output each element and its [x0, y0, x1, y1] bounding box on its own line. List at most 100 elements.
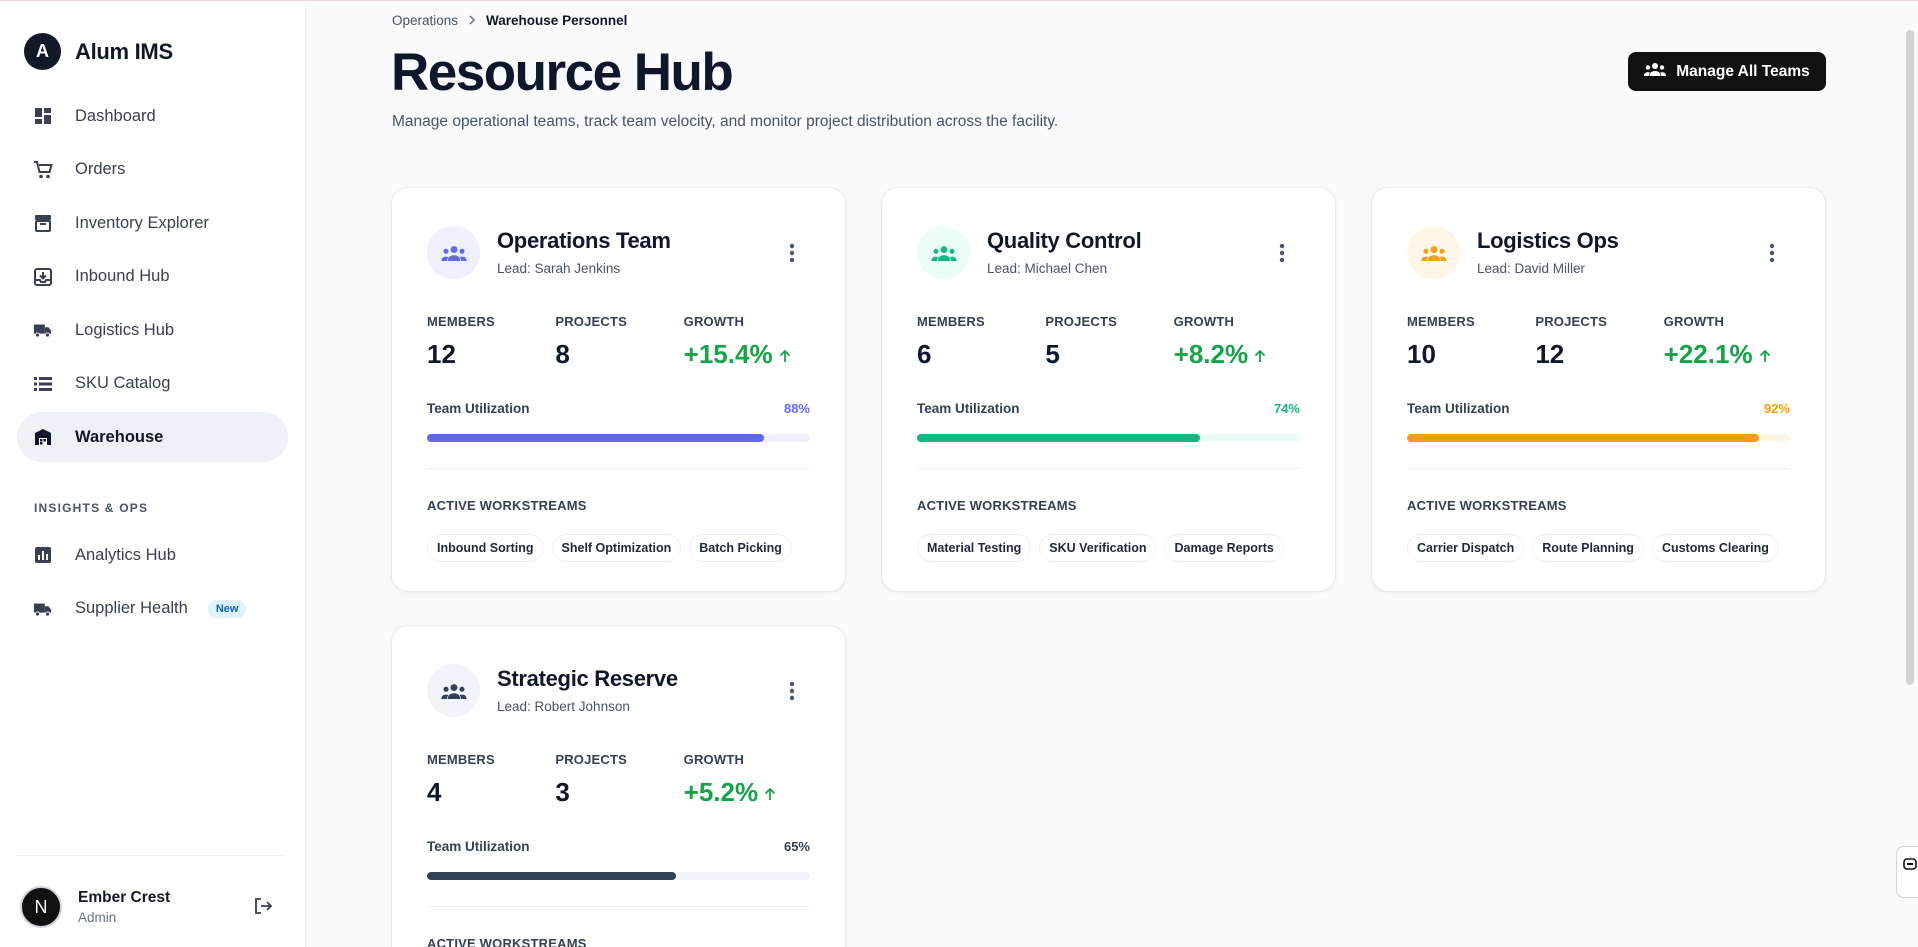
- manage-all-teams-button[interactable]: Manage All Teams: [1628, 52, 1826, 91]
- page-title: Resource Hub: [391, 43, 734, 102]
- utilization-label: Team Utilization: [917, 401, 1020, 416]
- team-icon: [1407, 226, 1460, 279]
- arrow-up-icon: [1254, 339, 1266, 370]
- arrow-up-icon: [764, 777, 776, 808]
- more-options-icon[interactable]: [1279, 242, 1285, 264]
- utilization-bar-fill: [917, 434, 1201, 442]
- team-name: Strategic Reserve: [497, 665, 678, 691]
- workstream-list: Inbound Sorting Shelf Optimization Batch P…: [427, 534, 792, 562]
- groups-icon: [1644, 62, 1667, 81]
- utilization-bar-fill: [1407, 434, 1760, 442]
- breadcrumb: Operations Warehouse Personnel: [392, 13, 627, 28]
- sidebar-item-dashboard[interactable]: Dashboard: [17, 91, 288, 141]
- team-lead: Lead: Robert Johnson: [497, 698, 630, 714]
- utilization-bar: [427, 434, 810, 442]
- team-card[interactable]: Operations Team Lead: Sarah Jenkins MEMB…: [392, 188, 845, 591]
- scrollbar[interactable]: [1906, 30, 1914, 685]
- button-label: Manage All Teams: [1676, 62, 1810, 80]
- workstream-chip[interactable]: Shelf Optimization: [551, 534, 682, 562]
- more-options-icon[interactable]: [1769, 242, 1775, 264]
- sidebar-item-analytics-hub[interactable]: Analytics Hub: [17, 530, 288, 580]
- growth-value: +22.1%: [1663, 339, 1753, 369]
- projects-count: 12: [1535, 339, 1565, 369]
- workstream-chip[interactable]: Route Planning: [1532, 534, 1644, 562]
- more-options-icon[interactable]: [789, 242, 795, 264]
- workstream-chip[interactable]: Material Testing: [917, 534, 1032, 562]
- sidebar-item-inbound-hub[interactable]: Inbound Hub: [17, 252, 288, 302]
- workstream-chip[interactable]: Batch Picking: [689, 534, 792, 562]
- card-divider: [917, 468, 1300, 469]
- team-card[interactable]: Strategic Reserve Lead: Robert Johnson M…: [392, 626, 845, 947]
- sidebar-item-orders[interactable]: Orders: [17, 145, 288, 195]
- sidebar-item-label: Analytics Hub: [75, 545, 176, 564]
- team-name: Operations Team: [497, 227, 671, 253]
- workstream-chip[interactable]: Carrier Dispatch: [1407, 534, 1525, 562]
- cart-icon: [33, 160, 53, 180]
- inbox-icon: [33, 267, 53, 287]
- projects-label: PROJECTS: [555, 752, 627, 767]
- workstream-chip[interactable]: Customs Clearing: [1651, 534, 1779, 562]
- workstream-chip[interactable]: SKU Verification: [1039, 534, 1157, 562]
- projects-label: PROJECTS: [1045, 314, 1117, 329]
- growth-label: GROWTH: [1663, 314, 1725, 329]
- members-label: MEMBERS: [917, 314, 985, 329]
- help-widget-button[interactable]: [1896, 846, 1918, 898]
- sidebar-item-label: Inbound Hub: [75, 267, 170, 285]
- team-card[interactable]: Logistics Ops Lead: David Miller MEMBERS…: [1372, 188, 1825, 591]
- brand-name: Alum IMS: [75, 38, 173, 64]
- page-subtitle: Manage operational teams, track team vel…: [392, 113, 1059, 130]
- utilization-bar-fill: [427, 872, 676, 880]
- team-icon: [427, 664, 480, 717]
- utilization-bar: [917, 434, 1300, 442]
- breadcrumb-parent[interactable]: Operations: [392, 13, 459, 28]
- team-lead: Lead: David Miller: [1477, 260, 1586, 276]
- chevron-right-icon: [468, 13, 476, 28]
- team-name: Logistics Ops: [1477, 227, 1619, 253]
- sidebar-item-sku-catalog[interactable]: SKU Catalog: [17, 359, 288, 409]
- utilization-label: Team Utilization: [427, 839, 530, 854]
- team-icon: [917, 226, 970, 279]
- arrow-up-icon: [779, 339, 791, 370]
- sidebar-item-label: Inventory Explorer: [75, 213, 209, 232]
- more-options-icon[interactable]: [789, 680, 795, 702]
- sidebar-item-logistics-hub[interactable]: Logistics Hub: [17, 305, 288, 355]
- workstreams-label: ACTIVE WORKSTREAMS: [427, 498, 587, 513]
- main-nav: Dashboard Orders Inventory Explorer Inbo…: [17, 91, 288, 466]
- archive-icon: [33, 213, 53, 233]
- section-label: INSIGHTS & OPS: [34, 501, 149, 515]
- members-label: MEMBERS: [427, 314, 495, 329]
- members-count: 12: [427, 339, 456, 369]
- team-icon: [427, 226, 480, 279]
- workstream-list: Material Testing SKU Verification Damage R…: [917, 534, 1284, 562]
- projects-count: 5: [1045, 339, 1060, 369]
- logout-icon[interactable]: [253, 896, 275, 918]
- workstream-chip[interactable]: Damage Reports: [1164, 534, 1284, 562]
- team-name: Quality Control: [987, 227, 1142, 253]
- utilization-label: Team Utilization: [427, 401, 530, 416]
- sidebar-divider: [16, 855, 286, 856]
- list-icon: [33, 374, 53, 394]
- projects-count: 8: [555, 339, 570, 369]
- workstream-chip[interactable]: Inbound Sorting: [427, 534, 544, 562]
- new-badge: New: [207, 599, 247, 618]
- sidebar-item-supplier-health[interactable]: Supplier Health New: [17, 584, 288, 634]
- members-label: MEMBERS: [1407, 314, 1475, 329]
- user-role: Admin: [78, 910, 117, 925]
- members-count: 4: [427, 777, 442, 807]
- sidebar-item-label: Orders: [75, 160, 126, 178]
- sidebar: A Alum IMS Dashboard Orders Inventory Ex…: [0, 3, 306, 947]
- growth-label: GROWTH: [683, 752, 745, 767]
- sidebar-item-label: Warehouse: [75, 427, 164, 446]
- workstreams-label: ACTIVE WORKSTREAMS: [1407, 498, 1567, 513]
- sidebar-item-warehouse[interactable]: Warehouse: [17, 412, 288, 462]
- projects-count: 3: [555, 777, 570, 807]
- sidebar-item-inventory-explorer[interactable]: Inventory Explorer: [17, 198, 288, 248]
- workstreams-label: ACTIVE WORKSTREAMS: [917, 498, 1077, 513]
- growth-value: +8.2%: [1173, 339, 1249, 369]
- brand[interactable]: A Alum IMS: [24, 33, 173, 70]
- utilization-bar: [1407, 434, 1790, 442]
- team-card[interactable]: Quality Control Lead: Michael Chen MEMBE…: [882, 188, 1335, 591]
- growth-value: +5.2%: [683, 777, 759, 807]
- user-profile[interactable]: N Ember Crest Admin: [20, 886, 170, 928]
- card-divider: [427, 468, 810, 469]
